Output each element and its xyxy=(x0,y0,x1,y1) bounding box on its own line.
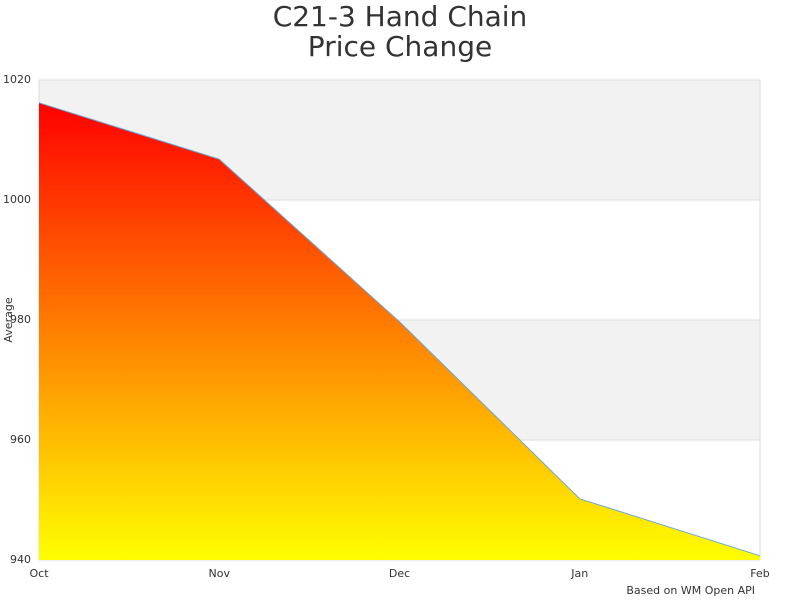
chart-title: C21-3 Hand Chain xyxy=(273,0,528,33)
y-tick-label: 1000 xyxy=(3,193,31,206)
x-tick-label: Jan xyxy=(570,567,588,580)
y-tick-label: 940 xyxy=(10,553,31,566)
x-tick-label: Dec xyxy=(389,567,410,580)
x-tick-label: Oct xyxy=(29,567,49,580)
chart-title: Price Change xyxy=(308,30,492,63)
y-tick-label: 960 xyxy=(10,433,31,446)
y-axis-label: Average xyxy=(2,297,15,342)
y-tick-label: 1020 xyxy=(3,73,31,86)
credit: Based on WM Open API xyxy=(626,584,755,597)
x-tick-label: Feb xyxy=(750,567,769,580)
line xyxy=(38,102,761,557)
y-tick-label: 980 xyxy=(10,313,31,326)
area xyxy=(39,102,760,561)
x-tick-label: Nov xyxy=(209,567,231,580)
